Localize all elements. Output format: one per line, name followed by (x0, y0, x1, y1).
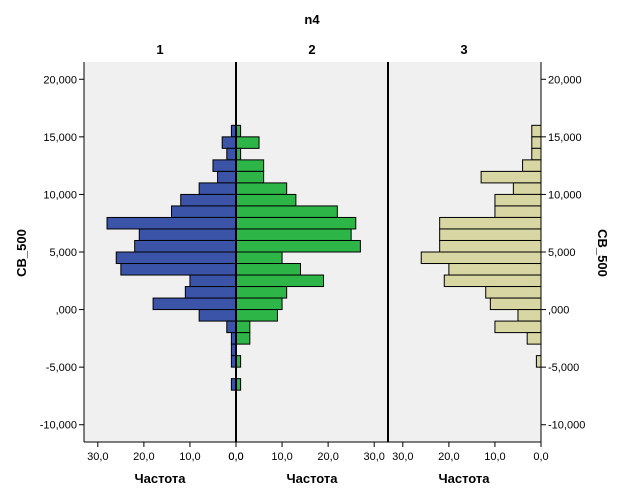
bar-panel1-bin (180, 193, 237, 207)
bar-panel1-bin (226, 147, 237, 161)
bar-panel2-bin (235, 216, 357, 230)
bar-panel1-bin (171, 205, 237, 218)
bar-panel3-bin (420, 251, 542, 265)
bar-panel1-bin (198, 182, 237, 195)
bar-panel3-bin (517, 309, 542, 322)
bar-panel1-bin (189, 274, 237, 288)
panel-label-3: 3 (460, 42, 467, 57)
x-axis-label-2: Частота (286, 471, 338, 486)
bar-panel1-bin (212, 159, 237, 172)
bar-panel1-bin (115, 251, 237, 265)
bar-panel3-bin (448, 263, 542, 276)
bar-panel2-bin (235, 159, 265, 172)
bar-panel1-bin (134, 239, 237, 253)
y-tick-label-left: -10,000 (40, 420, 77, 432)
bar-panel2-bin (235, 251, 283, 265)
y-tick-label-right: 15,000 (548, 132, 582, 144)
bar-panel1-bin (226, 320, 237, 334)
x-tick-label-panel2: 0,0 (228, 451, 243, 463)
bar-panel2-bin (235, 239, 361, 253)
bar-panel3-bin (480, 170, 542, 184)
x-tick-label-panel1: 0,0 (228, 451, 243, 463)
bar-panel2-bin (235, 170, 265, 184)
bar-panel3-bin (531, 124, 542, 138)
bar-panel2-bin (235, 332, 251, 345)
y-tick-label-right: 20,000 (548, 74, 582, 86)
bar-panel2-bin (235, 286, 288, 299)
x-tick-label-panel3: 10,0 (484, 451, 505, 463)
panel-label-2: 2 (308, 42, 315, 57)
bar-panel2-bin (235, 182, 288, 195)
bar-panel3-bin (512, 182, 542, 195)
panel-label-1: 1 (156, 42, 163, 57)
y-tick-label-left: -5,000 (46, 362, 77, 374)
x-axis-label-3: Частота (438, 471, 490, 486)
y-tick-label-right: 5,000 (548, 247, 576, 259)
y-tick-label-left: 5,000 (49, 247, 77, 259)
y-axis-label-right: CB_500 (595, 229, 610, 277)
y-tick-label-left: ,000 (56, 305, 77, 317)
x-tick-label-panel3: 0,0 (533, 451, 548, 463)
x-tick-label-panel1: 10,0 (179, 451, 200, 463)
bar-panel1-bin (152, 297, 237, 311)
bar-panel3-bin (443, 274, 542, 288)
y-tick-label-left: 15,000 (43, 132, 77, 144)
bar-panel1-bin (198, 309, 237, 322)
x-tick-label-panel3: 20,0 (438, 451, 459, 463)
bar-panel2-bin (235, 193, 297, 207)
bar-panel1-bin (184, 286, 237, 299)
bar-panel3-bin (522, 159, 542, 172)
x-axis-label-1: Частота (134, 471, 186, 486)
y-tick-label-left: 20,000 (43, 74, 77, 86)
x-tick-label-panel2: 10,0 (271, 451, 292, 463)
x-tick-label-panel3: 30,0 (392, 451, 413, 463)
bar-panel3-bin (439, 239, 542, 253)
bar-panel1-bin (221, 136, 237, 149)
y-axis-label-left: CB_500 (14, 229, 29, 277)
bar-panel3-bin (494, 320, 542, 334)
y-tick-label-right: 10,000 (548, 189, 582, 201)
y-tick-label-right: -5,000 (548, 362, 579, 374)
bar-panel2-bin (235, 228, 352, 241)
bar-panel1-bin (106, 216, 237, 230)
bar-panel3-bin (531, 147, 542, 161)
bar-panel3-bin (439, 228, 542, 241)
chart-title: n4 (304, 12, 320, 27)
x-tick-label-panel2: 20,0 (317, 451, 338, 463)
bar-panel2-bin (235, 320, 251, 334)
bar-panel3-bin (439, 216, 542, 230)
bars-group (106, 124, 542, 391)
bar-panel2-bin (235, 136, 260, 149)
bar-panel3-bin (489, 297, 542, 311)
y-tick-label-right: ,000 (548, 305, 569, 317)
bar-panel3-bin (485, 286, 542, 299)
bar-panel3-bin (531, 136, 542, 149)
bar-panel1-bin (138, 228, 237, 241)
bar-panel3-bin (526, 332, 542, 345)
y-tick-label-left: 10,000 (43, 189, 77, 201)
x-tick-label-panel1: 20,0 (133, 451, 154, 463)
y-tick-label-right: -10,000 (548, 420, 585, 432)
ticks-group: 20,000 20,000 15,000 15,000 10,000 10,000 5,00… (40, 74, 586, 463)
bar-panel2-bin (235, 297, 283, 311)
bar-panel2-bin (235, 263, 301, 276)
x-tick-label-panel1: 30,0 (87, 451, 108, 463)
bar-panel1-bin (217, 170, 237, 184)
x-tick-label-panel2: 30,0 (363, 451, 384, 463)
bar-panel1-bin (120, 263, 237, 276)
bar-panel3-bin (494, 193, 542, 207)
bar-panel3-bin (535, 355, 542, 368)
bar-panel2-bin (235, 205, 338, 218)
bar-panel2-bin (235, 309, 278, 322)
bar-panel3-bin (494, 205, 542, 218)
bar-panel2-bin (235, 274, 325, 288)
